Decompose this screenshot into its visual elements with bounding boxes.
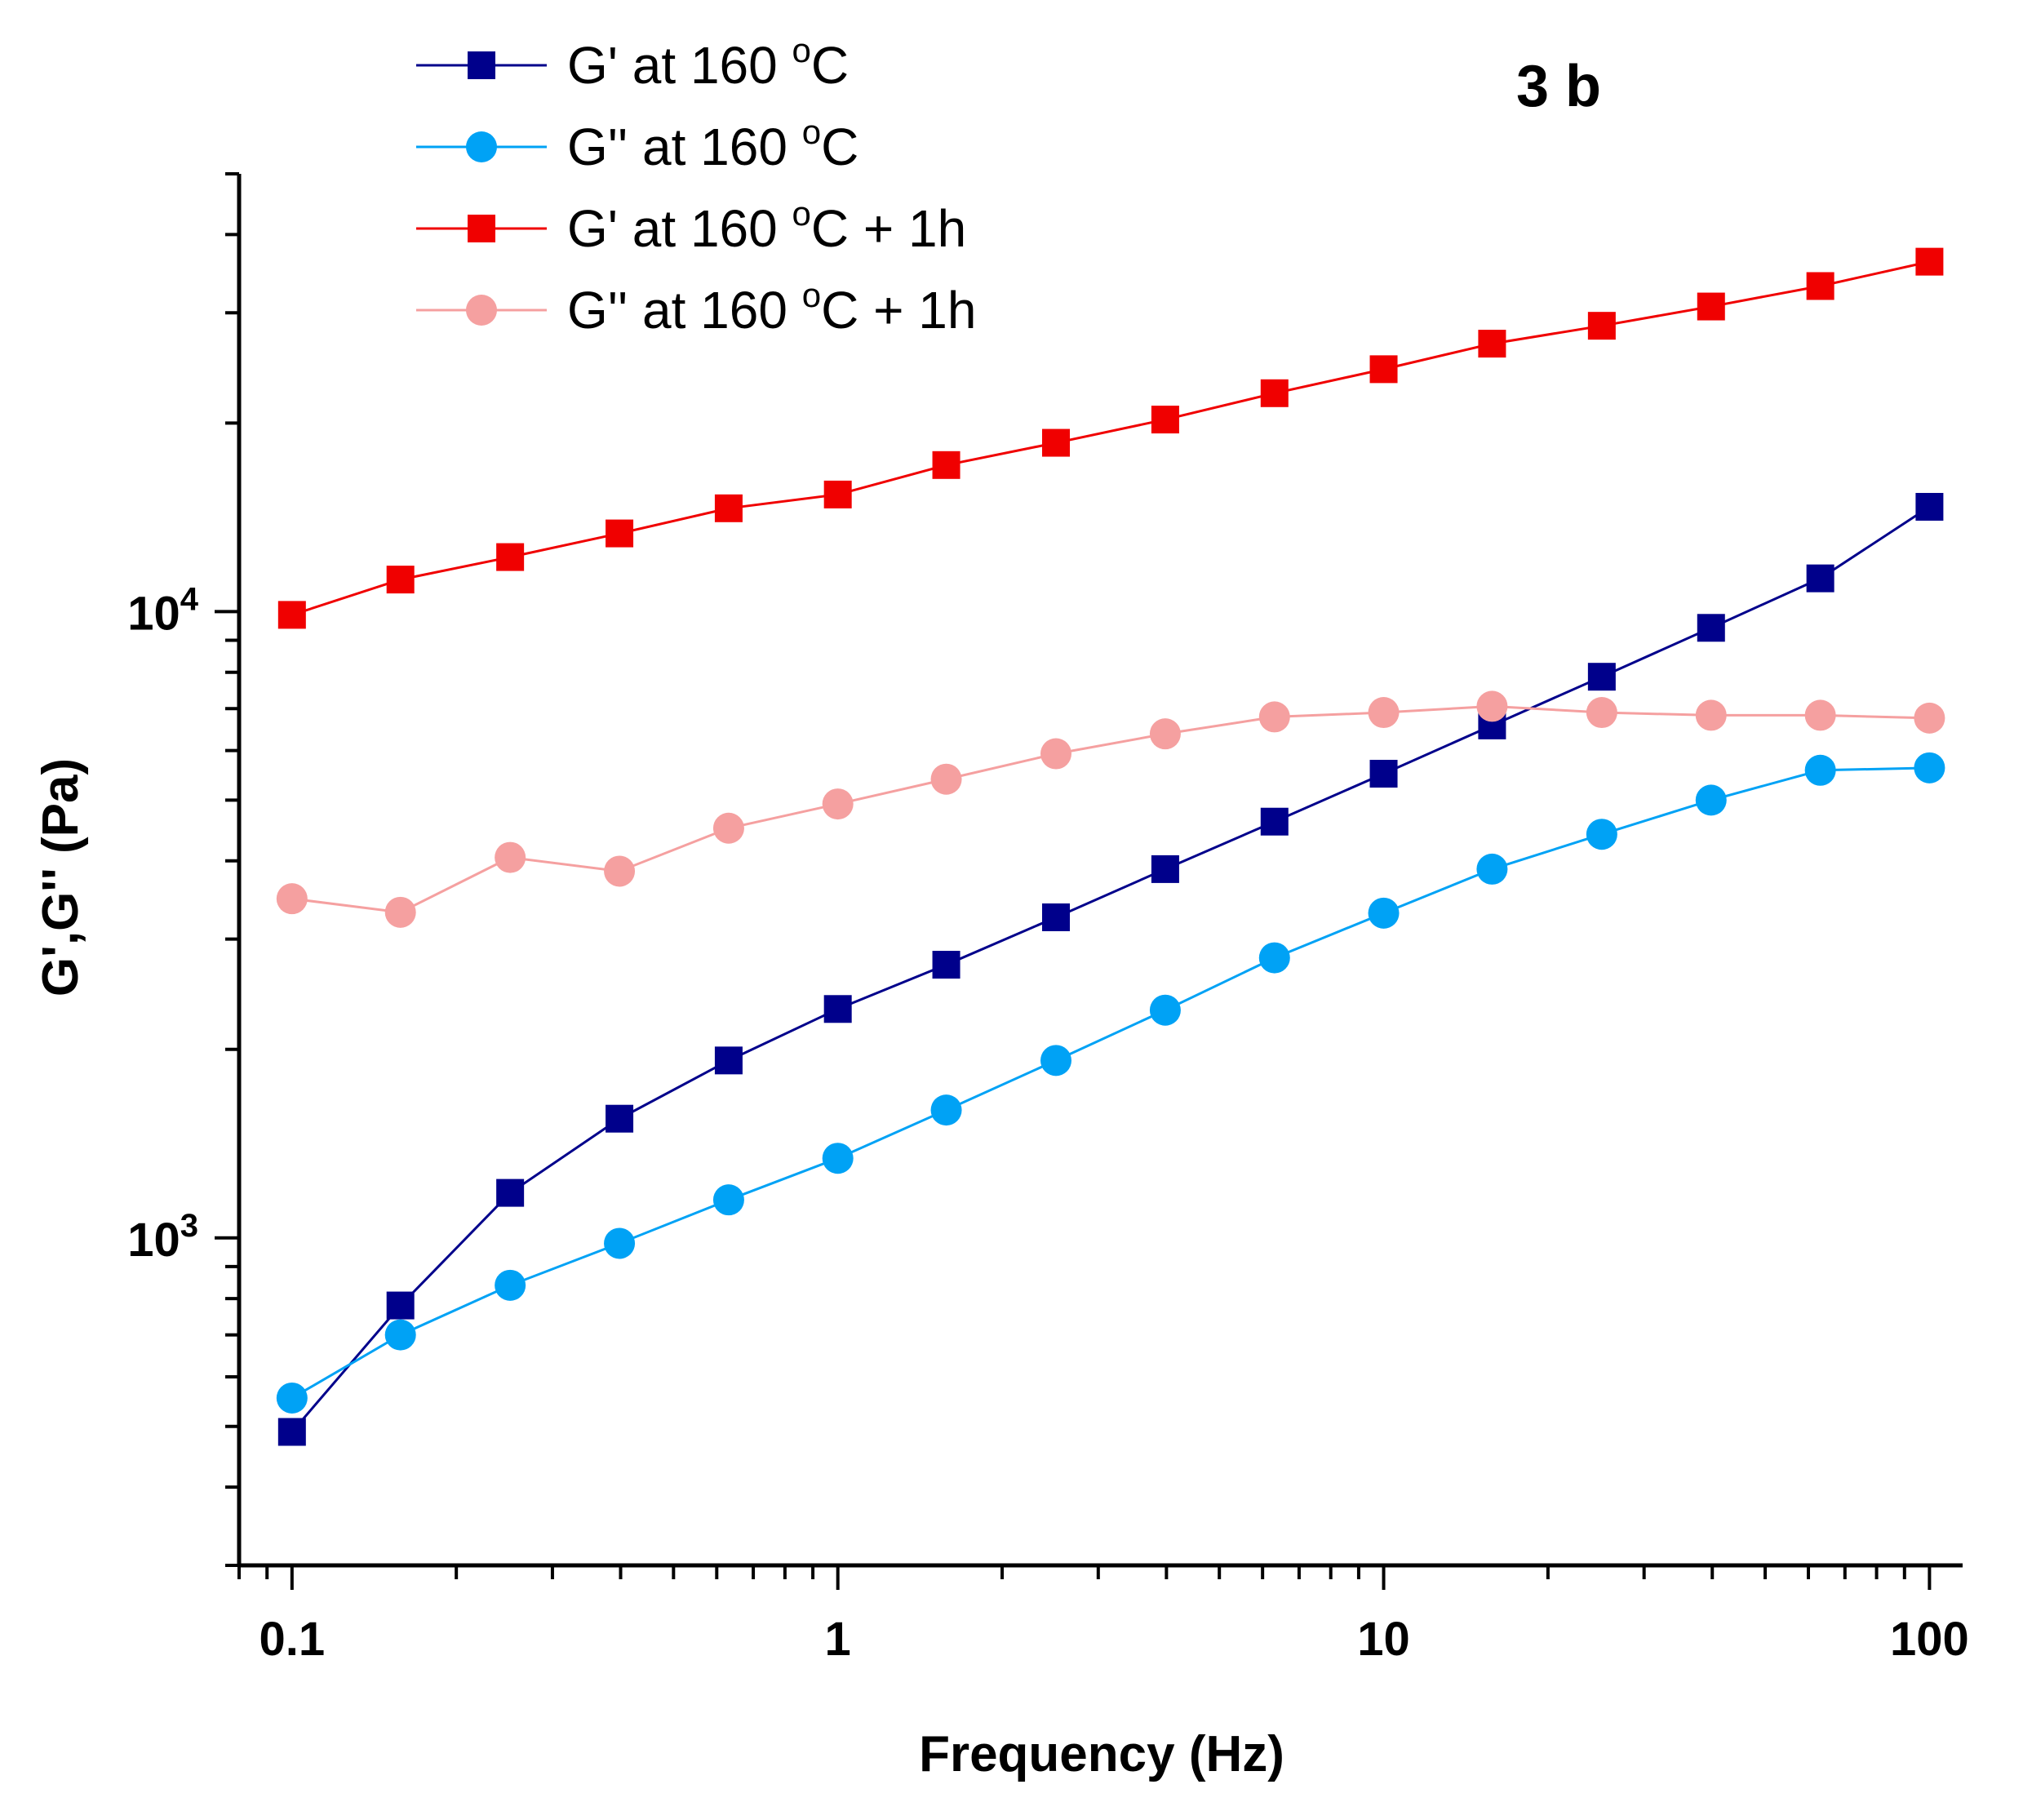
data-point xyxy=(386,1291,415,1320)
data-point xyxy=(496,543,525,571)
data-point xyxy=(496,1179,525,1207)
series-2 xyxy=(276,752,1945,1414)
data-point xyxy=(822,1143,854,1174)
data-point xyxy=(714,494,743,522)
data-point xyxy=(384,1319,416,1351)
data-point xyxy=(1586,819,1617,850)
data-point xyxy=(1587,312,1616,340)
data-point xyxy=(604,855,636,887)
data-point xyxy=(1804,699,1836,731)
series-1 xyxy=(277,492,1944,1446)
legend-marker xyxy=(466,295,497,326)
data-point xyxy=(932,451,960,479)
data-point xyxy=(1586,697,1617,729)
data-point xyxy=(714,1046,743,1075)
data-point xyxy=(1478,330,1506,358)
data-point xyxy=(1695,784,1727,816)
data-point xyxy=(276,1382,308,1414)
y-tick-label: 103 xyxy=(127,1208,198,1267)
data-point xyxy=(1260,807,1289,836)
data-point xyxy=(822,788,854,820)
y-axis-title: G',G'' (Pa) xyxy=(33,758,89,997)
series-4 xyxy=(276,690,1945,928)
data-point xyxy=(1149,718,1181,750)
data-point xyxy=(1042,903,1071,931)
data-point xyxy=(1695,699,1727,731)
legend-label: G'' at 160 oC xyxy=(567,113,858,176)
data-point xyxy=(1040,738,1072,770)
data-point xyxy=(276,883,308,915)
data-point xyxy=(1476,853,1508,885)
data-point xyxy=(1258,701,1290,733)
x-axis-title: Frequency (Hz) xyxy=(919,1726,1284,1782)
data-point xyxy=(1369,760,1398,788)
data-point xyxy=(823,995,852,1023)
data-point xyxy=(930,1094,962,1126)
legend-marker xyxy=(466,131,497,162)
legend-item: G' at 160 oC xyxy=(416,31,849,95)
x-tick-label: 0.1 xyxy=(259,1613,325,1666)
legend-label: G' at 160 oC + 1h xyxy=(567,194,966,258)
x-tick-label: 10 xyxy=(1357,1613,1410,1666)
panel-label: 3 b xyxy=(1516,54,1601,119)
data-point xyxy=(495,1269,526,1301)
data-point xyxy=(1587,663,1616,691)
y-tick-label: 104 xyxy=(127,581,199,640)
data-point xyxy=(823,480,852,508)
series-line xyxy=(291,704,1930,914)
data-point xyxy=(495,841,526,873)
legend-label: G' at 160 oC xyxy=(567,31,849,95)
data-point xyxy=(1915,247,1944,276)
data-point xyxy=(1697,292,1725,321)
data-point xyxy=(384,896,416,928)
data-point xyxy=(930,763,962,795)
data-point xyxy=(1258,942,1290,974)
series-line xyxy=(291,766,1930,1400)
data-point xyxy=(277,601,306,629)
data-point xyxy=(1368,897,1400,929)
data-point xyxy=(712,1184,744,1216)
data-point xyxy=(1914,702,1945,734)
legend-marker xyxy=(468,215,495,242)
data-point xyxy=(1369,355,1398,384)
axes: 0.1 1 10 100 103 104 xyxy=(127,172,1969,1666)
legend-item: G'' at 160 oC xyxy=(416,113,858,176)
series-3 xyxy=(277,247,1944,629)
data-point xyxy=(1806,272,1834,300)
series-line xyxy=(291,505,1931,1433)
data-point xyxy=(1806,564,1834,593)
x-tick-label: 1 xyxy=(825,1613,851,1666)
data-point xyxy=(606,1104,634,1133)
data-point xyxy=(386,566,415,594)
x-tick-label: 100 xyxy=(1890,1613,1969,1666)
legend: G' at 160 oC G'' at 160 oC G' at 160 oC + … xyxy=(416,31,976,340)
legend-label: G'' at 160 oC + 1h xyxy=(567,276,976,340)
legend-marker xyxy=(468,51,495,79)
data-point xyxy=(1368,697,1400,729)
series-layer xyxy=(276,247,1945,1446)
data-point xyxy=(1260,379,1289,407)
data-point xyxy=(1149,994,1181,1026)
series-line xyxy=(291,260,1930,616)
data-point xyxy=(1151,855,1179,883)
legend-item: G'' at 160 oC + 1h xyxy=(416,276,976,340)
data-point xyxy=(606,519,634,548)
data-point xyxy=(1476,690,1508,722)
data-point xyxy=(1914,752,1945,783)
data-point xyxy=(712,812,744,844)
data-point xyxy=(277,1418,306,1446)
data-point xyxy=(1915,492,1944,521)
data-point xyxy=(1151,406,1179,434)
data-point xyxy=(604,1227,636,1259)
data-point xyxy=(1804,754,1836,786)
data-point xyxy=(932,951,960,979)
legend-item: G' at 160 oC + 1h xyxy=(416,194,966,258)
data-point xyxy=(1042,428,1071,457)
data-point xyxy=(1040,1045,1072,1076)
data-point xyxy=(1697,614,1725,642)
